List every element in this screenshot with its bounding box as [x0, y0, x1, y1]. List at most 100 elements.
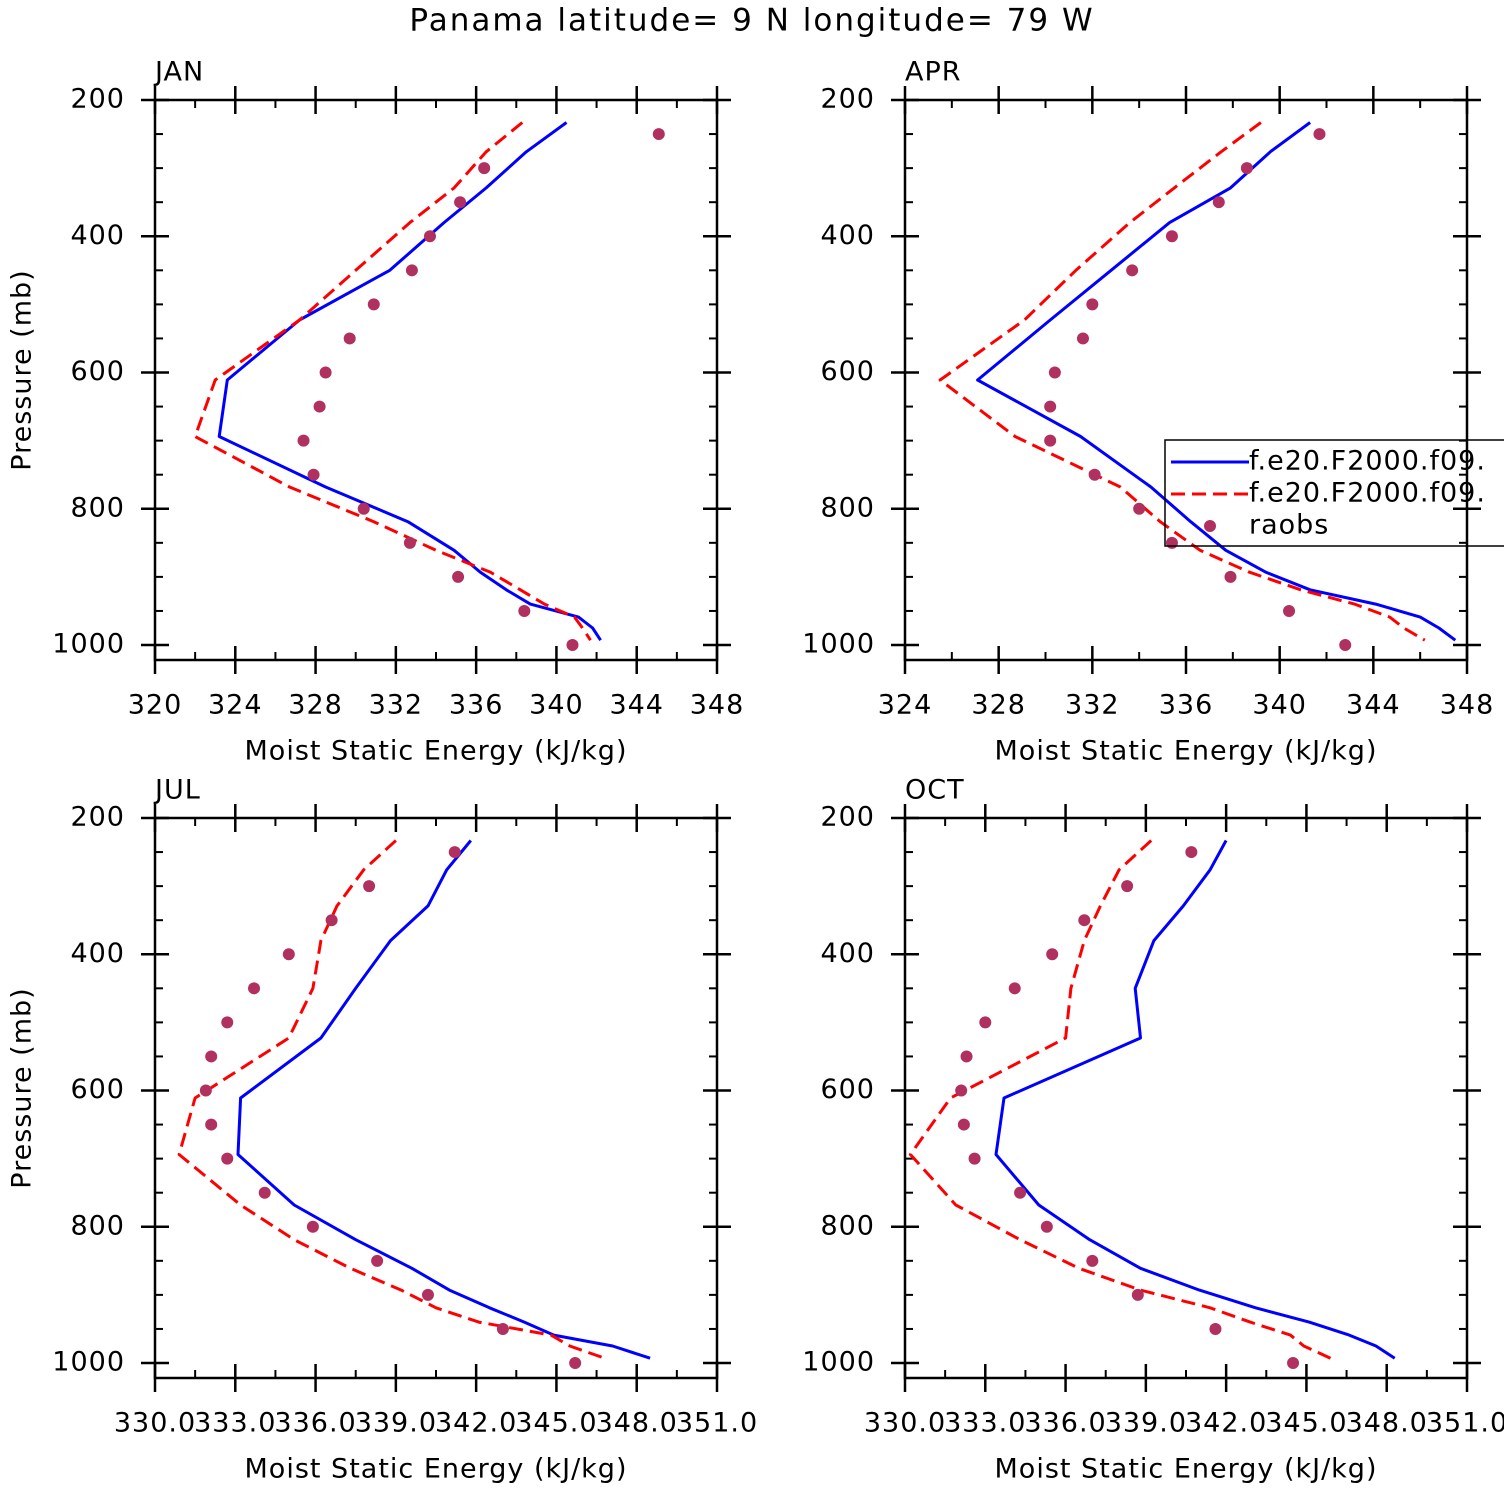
legend: f.e20.F2000.f09.f.e20.F2000.f09.raobs: [1164, 439, 1504, 547]
raob-marker: [1313, 128, 1326, 141]
raob-marker: [205, 1050, 218, 1063]
raob-marker: [1240, 162, 1253, 175]
y-tick-label: 600: [820, 356, 875, 387]
raob-marker: [319, 366, 332, 379]
x-tick-label: 324: [208, 690, 263, 721]
legend-label: f.e20.F2000.f09.: [1249, 446, 1486, 477]
x-tick-label: 324: [878, 690, 933, 721]
profile-line: [976, 121, 1457, 642]
raob-marker: [199, 1084, 212, 1097]
raob-marker: [1078, 914, 1091, 927]
panel: APR 324 328 332 336 340 344 348 200 400 600 800 1000…: [802, 57, 1504, 767]
raob-marker: [1046, 948, 1059, 961]
raob-marker: [1008, 982, 1021, 995]
profile-line: [908, 839, 1332, 1360]
panel: OCT 330.0333.0336.0339.0342.0345.0348.035…: [802, 775, 1504, 1485]
raob-marker: [1224, 570, 1237, 583]
y-tick-label: 400: [70, 938, 125, 969]
y-tick-label: 400: [820, 220, 875, 251]
raob-marker: [343, 332, 356, 345]
y-axis-label: Pressure (mb): [7, 269, 38, 470]
y-tick-label: 1000: [802, 1347, 875, 1378]
x-tick-label: 345.0: [515, 1408, 597, 1439]
x-tick-label: 330.0: [114, 1408, 196, 1439]
x-tick-label: 336.0: [274, 1408, 356, 1439]
x-tick-label: 342.0: [1185, 1408, 1267, 1439]
x-axis-label: Moist Static Energy (kJ/kg): [995, 1454, 1378, 1485]
raob-marker: [1209, 1322, 1222, 1335]
profile-line: [938, 121, 1426, 642]
raob-marker: [297, 434, 310, 447]
raob-marker: [1076, 332, 1089, 345]
y-tick-label: 200: [70, 84, 125, 115]
x-tick-label: 342.0: [435, 1408, 517, 1439]
y-tick-label: 800: [70, 1210, 125, 1241]
raob-marker: [363, 880, 376, 893]
raob-marker: [569, 1357, 582, 1370]
profile-line: [217, 121, 602, 642]
raob-marker: [478, 162, 491, 175]
y-tick-label: 600: [820, 1074, 875, 1105]
raob-marker: [518, 604, 531, 617]
panel-title: JUL: [153, 775, 201, 806]
y-tick-label: 800: [820, 1210, 875, 1241]
raob-marker: [313, 400, 326, 413]
x-tick-label: 339.0: [1105, 1408, 1187, 1439]
raob-marker: [957, 1118, 970, 1131]
y-tick-label: 1000: [802, 629, 875, 660]
panel-title: JAN: [153, 57, 204, 88]
x-tick-label: 320: [128, 690, 183, 721]
raob-marker: [1165, 230, 1178, 243]
raob-marker: [968, 1152, 981, 1165]
x-tick-label: 345.0: [1265, 1408, 1347, 1439]
raob-marker: [1287, 1357, 1300, 1370]
y-tick-label: 400: [70, 220, 125, 251]
raob-marker: [306, 1220, 319, 1233]
y-tick-label: 200: [70, 802, 125, 833]
x-tick-label: 344: [609, 690, 664, 721]
raob-marker: [1121, 880, 1134, 893]
raob-marker: [979, 1016, 992, 1029]
raob-marker: [1014, 1186, 1027, 1199]
x-tick-label: 344: [1346, 690, 1401, 721]
raob-marker: [1044, 400, 1057, 413]
profile-line: [193, 121, 592, 642]
raob-marker: [367, 298, 380, 311]
legend-label: raobs: [1249, 510, 1329, 541]
raob-marker: [1283, 604, 1296, 617]
panel: JUL 330.0333.0336.0339.0342.0345.0348.035…: [7, 775, 758, 1485]
raob-marker: [960, 1050, 973, 1063]
y-tick-label: 200: [820, 802, 875, 833]
x-tick-label: 339.0: [355, 1408, 437, 1439]
x-tick-label: 333.0: [944, 1408, 1026, 1439]
raob-marker: [1086, 1254, 1099, 1267]
x-axis-label: Moist Static Energy (kJ/kg): [245, 736, 628, 767]
raob-marker: [566, 639, 579, 652]
x-tick-label: 336: [1159, 690, 1214, 721]
raob-marker: [1086, 298, 1099, 311]
raob-marker: [454, 196, 467, 209]
raob-marker: [1133, 502, 1146, 515]
x-tick-label: 348.0: [1346, 1408, 1428, 1439]
y-tick-label: 400: [820, 938, 875, 969]
y-tick-label: 1000: [52, 1347, 125, 1378]
raob-marker: [652, 128, 665, 141]
raob-marker: [307, 468, 320, 481]
raob-marker: [221, 1152, 234, 1165]
x-tick-label: 340: [529, 690, 584, 721]
x-tick-label: 351.0: [1426, 1408, 1504, 1439]
raob-marker: [1088, 468, 1101, 481]
y-tick-label: 800: [70, 492, 125, 523]
y-tick-label: 200: [820, 84, 875, 115]
raob-marker: [1185, 846, 1198, 859]
raob-marker: [1131, 1288, 1144, 1301]
x-tick-label: 336: [449, 690, 504, 721]
raob-marker: [357, 502, 370, 515]
raob-marker: [282, 948, 295, 961]
raob-marker: [248, 982, 261, 995]
profile-line: [177, 839, 606, 1360]
x-tick-label: 348: [1440, 690, 1495, 721]
x-tick-label: 348.0: [596, 1408, 678, 1439]
x-tick-label: 351.0: [676, 1408, 758, 1439]
